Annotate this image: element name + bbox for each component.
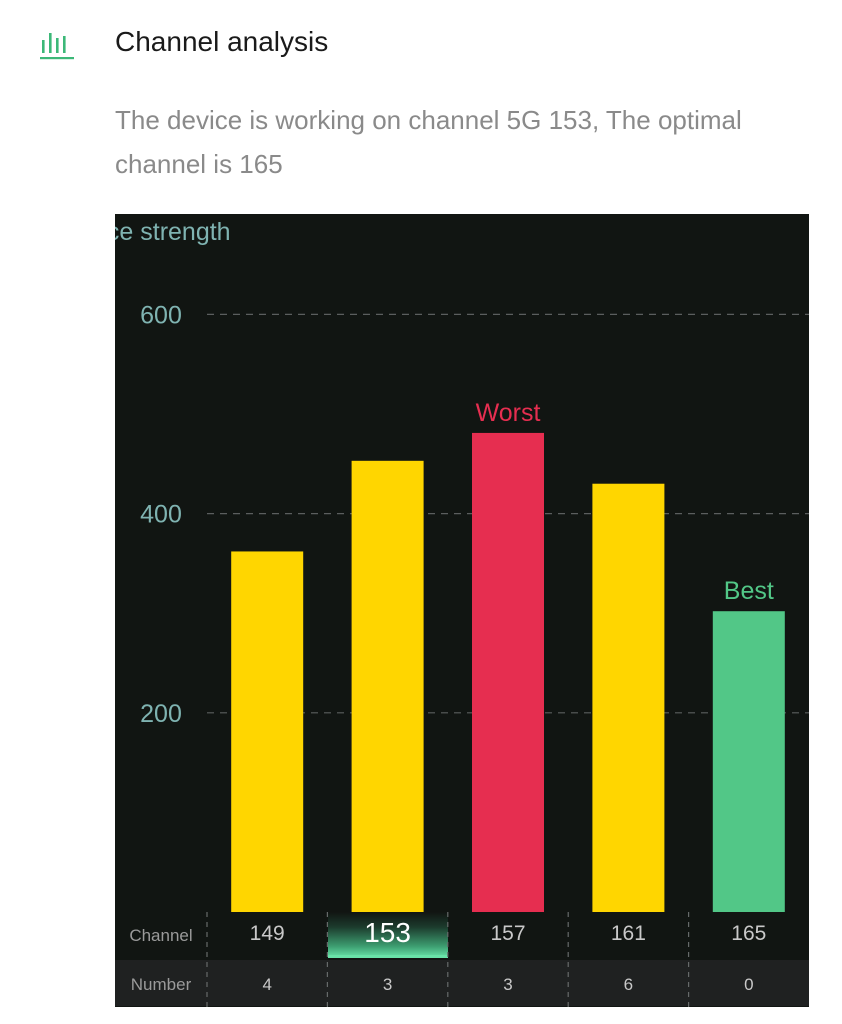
device-count-cell: 0 — [744, 975, 754, 994]
y-tick-label: 200 — [140, 700, 182, 728]
column-dividers — [206, 912, 690, 1007]
channel-cell[interactable]: 161 — [610, 922, 646, 945]
channel-cell[interactable]: 149 — [249, 922, 285, 945]
device-count-cell: 3 — [503, 975, 513, 994]
channel-description: The device is working on channel 5G 153,… — [115, 105, 742, 179]
channel-cell[interactable]: 153 — [364, 917, 411, 948]
channel-row-label: Channel — [129, 926, 193, 945]
bar — [231, 551, 304, 912]
chart-plot: 200 400 600 Worst Best — [140, 301, 809, 912]
number-row-label: Number — [130, 975, 192, 994]
channel-cell[interactable]: 157 — [490, 922, 526, 945]
current-channel-highlight — [327, 912, 448, 958]
bar — [351, 460, 424, 912]
channel-row: Channel 149 153 157 161 165 — [115, 912, 809, 958]
bar — [592, 483, 665, 912]
device-count-cell: 6 — [623, 975, 634, 994]
bar — [472, 432, 544, 912]
bar — [712, 611, 785, 912]
y-tick-label: 400 — [140, 501, 182, 529]
worst-label: Worst — [476, 399, 541, 427]
best-label: Best — [724, 577, 774, 605]
channel-cell[interactable]: 165 — [731, 922, 767, 945]
device-count-cell: 3 — [382, 975, 393, 994]
device-count-cell: 4 — [262, 975, 272, 994]
page-title: Channel analysis — [115, 26, 329, 57]
bar-chart-icon — [40, 33, 74, 60]
channel-strength-chart: 200 400 600 Worst Best nce strength Channel … — [115, 214, 809, 1007]
y-axis-title: nce strength — [115, 218, 231, 246]
number-row: Number 4 3 3 6 0 — [115, 960, 809, 1006]
y-tick-label: 600 — [140, 301, 182, 329]
